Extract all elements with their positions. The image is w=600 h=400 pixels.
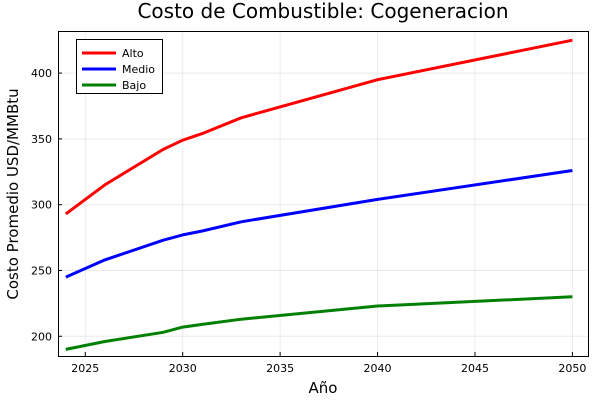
series-line-bajo [65,295,573,351]
legend-label-bajo: Bajo [122,79,146,92]
x-tick-label: 2050 [558,362,586,375]
series-line-alto [64,38,573,216]
chart-title: Costo de Combustible: Cogeneracion [137,0,508,23]
legend-label-alto: Alto [122,47,144,60]
legend: Alto Medio Bajo [76,39,163,94]
y-axis-label: Costo Promedio USD/MMBtu [4,88,22,299]
x-tick-label: 2040 [364,362,392,375]
x-tick-label: 2045 [461,362,489,375]
plot-frame [58,31,589,357]
x-axis-label: Año [309,379,338,397]
tick-labels: 2025 2030 2035 2040 2045 2050 200 250 300 350 400 [31,67,586,375]
y-tick-label: 200 [31,330,52,343]
y-tick-label: 350 [31,133,52,146]
x-tick-label: 2025 [71,362,99,375]
legend-label-medio: Medio [122,63,155,76]
x-tick-label: 2035 [266,362,294,375]
y-tick-label: 250 [31,264,52,277]
y-tick-label: 400 [31,67,52,80]
series-line-medio [65,169,573,279]
series-lines [64,38,573,351]
y-tick-label: 300 [31,199,52,212]
x-tick-label: 2030 [169,362,197,375]
